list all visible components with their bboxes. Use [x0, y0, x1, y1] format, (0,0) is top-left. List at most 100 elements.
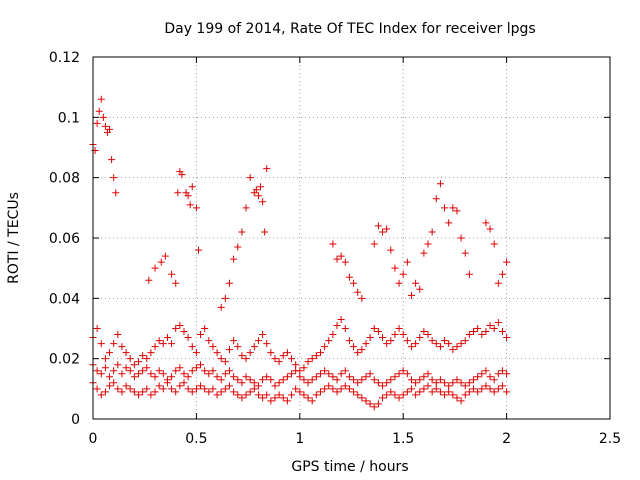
data-point — [279, 352, 287, 360]
data-point — [461, 337, 469, 345]
data-point — [188, 367, 196, 375]
data-point — [337, 370, 345, 378]
data-point — [213, 349, 221, 357]
data-point — [486, 225, 494, 233]
data-point — [197, 382, 205, 390]
data-point — [304, 358, 312, 366]
data-point — [122, 382, 130, 390]
data-point — [230, 255, 238, 263]
data-point — [341, 367, 349, 375]
data-point — [283, 373, 291, 381]
data-point — [300, 391, 308, 399]
data-point — [209, 343, 217, 351]
data-point — [457, 379, 465, 387]
data-point — [494, 385, 502, 393]
data-point — [403, 388, 411, 396]
data-point — [234, 243, 242, 251]
data-point — [341, 258, 349, 266]
data-point — [163, 376, 171, 384]
data-point — [147, 349, 155, 357]
data-point — [254, 391, 262, 399]
data-point — [130, 373, 138, 381]
data-point — [263, 340, 271, 348]
data-point — [395, 370, 403, 378]
data-point — [147, 370, 155, 378]
data-point — [387, 337, 395, 345]
data-point — [145, 276, 153, 284]
data-point — [345, 337, 353, 345]
data-point — [490, 376, 498, 384]
data-point — [147, 391, 155, 399]
data-point — [350, 279, 358, 287]
data-point — [292, 361, 300, 369]
data-point — [143, 385, 151, 393]
data-point — [201, 367, 209, 375]
data-point — [242, 373, 250, 381]
data-point — [345, 373, 353, 381]
data-point — [221, 385, 229, 393]
data-point — [108, 156, 116, 164]
data-point — [161, 252, 169, 260]
data-point — [441, 391, 449, 399]
data-point — [93, 325, 101, 332]
y-axis-label: ROTI / TECUs — [6, 192, 22, 284]
data-point — [457, 340, 465, 348]
data-point — [259, 198, 267, 206]
data-point — [494, 279, 502, 287]
data-point — [383, 225, 391, 233]
data-point — [350, 343, 358, 351]
data-point — [110, 174, 118, 182]
data-point — [482, 367, 490, 375]
data-point — [122, 349, 130, 357]
data-point — [416, 388, 424, 396]
data-point — [106, 125, 114, 133]
data-point — [188, 343, 196, 351]
data-point — [205, 388, 213, 396]
data-point — [329, 240, 337, 248]
data-point — [180, 379, 188, 387]
data-point — [194, 246, 202, 254]
data-point — [470, 385, 478, 393]
data-point — [217, 355, 225, 363]
data-point — [383, 391, 391, 399]
data-point — [118, 343, 126, 351]
data-point — [453, 343, 461, 351]
data-point — [441, 337, 449, 345]
data-point — [461, 391, 469, 399]
data-point — [465, 379, 473, 387]
data-point — [159, 385, 167, 393]
data-point — [345, 273, 353, 281]
data-point — [230, 373, 238, 381]
data-point — [221, 294, 229, 302]
data-point — [242, 391, 250, 399]
data-point — [412, 340, 420, 348]
data-point — [498, 367, 506, 375]
data-point — [374, 379, 382, 387]
data-point — [412, 391, 420, 399]
data-point — [134, 391, 142, 399]
data-point — [383, 379, 391, 387]
data-point — [399, 331, 407, 339]
data-point — [354, 288, 362, 296]
data-point — [163, 334, 171, 342]
data-point — [93, 385, 101, 393]
y-tick-label: 0.04 — [49, 291, 80, 307]
data-point — [370, 403, 378, 411]
data-point — [354, 379, 362, 387]
data-point — [238, 228, 246, 236]
data-point — [387, 388, 395, 396]
plot-frame — [92, 56, 611, 420]
data-point — [101, 355, 109, 363]
data-point — [213, 391, 221, 399]
data-point — [350, 376, 358, 384]
data-point — [259, 394, 267, 402]
data-point — [259, 331, 267, 339]
data-point — [449, 346, 457, 354]
data-point — [101, 364, 109, 372]
data-point — [366, 400, 374, 408]
data-point — [246, 349, 254, 357]
x-tick-label: 2 — [502, 431, 511, 447]
data-point — [436, 388, 444, 396]
data-point — [441, 204, 449, 212]
data-point — [494, 318, 502, 326]
